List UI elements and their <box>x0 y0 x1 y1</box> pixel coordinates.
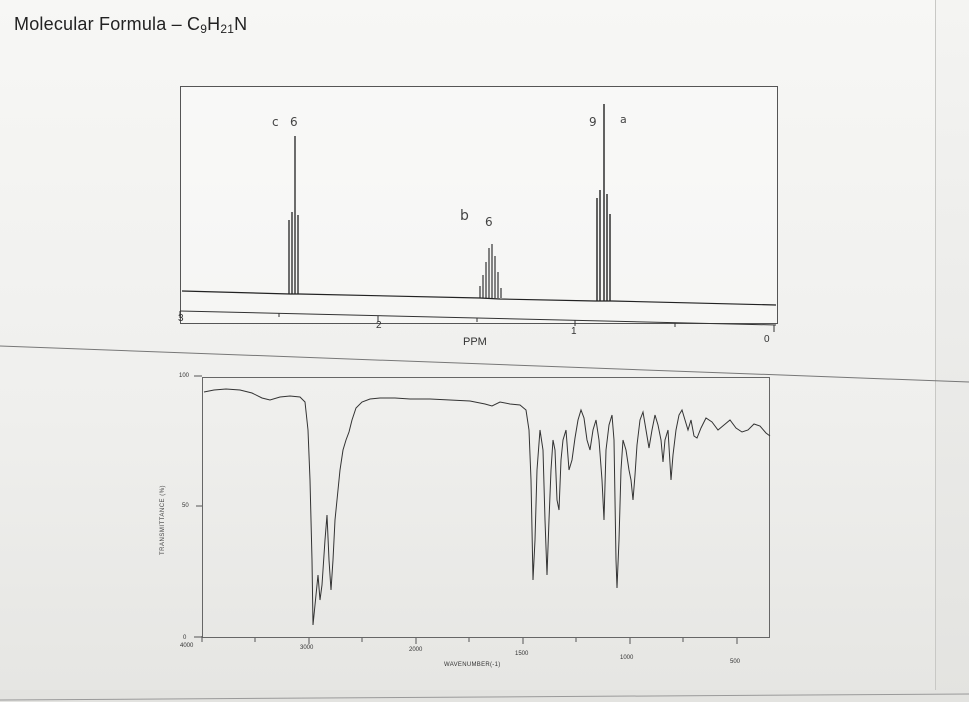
ir-xtick-1000: 1000 <box>620 655 634 661</box>
nmr-tick-2: 2 <box>376 320 382 331</box>
nmr-xlabel: PPM <box>463 336 487 348</box>
nmr-tick-3: 3 <box>178 313 184 324</box>
ir-xtick-4000: 4000 <box>180 643 194 649</box>
ir-y-ticks <box>194 375 202 638</box>
nmr-integration-b: 6 <box>485 215 493 229</box>
ir-x-ticks <box>201 636 738 644</box>
nmr-integration-c: 6 <box>290 115 298 129</box>
worksheet-page <box>0 0 936 690</box>
ir-ytick-100: 100 <box>179 373 190 379</box>
nmr-label-b: b <box>460 208 469 224</box>
nmr-x-ticks <box>179 311 775 332</box>
ir-ytick-0: 0 <box>183 635 187 641</box>
ir-spectrum-frame <box>202 377 770 638</box>
nmr-label-a: a <box>620 113 627 126</box>
nmr-peak-c <box>288 136 299 294</box>
ir-xtick-3000: 3000 <box>300 645 314 651</box>
molecular-formula-title: Molecular Formula – C9H21N <box>14 14 248 36</box>
nmr-integration-a: 9 <box>589 115 597 129</box>
ir-trace <box>203 388 771 626</box>
ir-xlabel: WAVENUMBER(-1) <box>444 662 501 668</box>
nmr-peak-a <box>596 104 611 301</box>
ir-xtick-500: 500 <box>730 659 741 665</box>
nmr-tick-0: 0 <box>764 334 770 345</box>
nmr-label-c: c <box>272 115 279 129</box>
ir-ytick-50: 50 <box>182 503 189 509</box>
ir-xtick-1500: 1500 <box>515 651 529 657</box>
nmr-spectrum-frame <box>180 86 778 324</box>
nmr-tick-1: 1 <box>571 326 577 337</box>
nmr-peak-b <box>479 244 502 298</box>
ir-xtick-2000: 2000 <box>409 647 423 653</box>
